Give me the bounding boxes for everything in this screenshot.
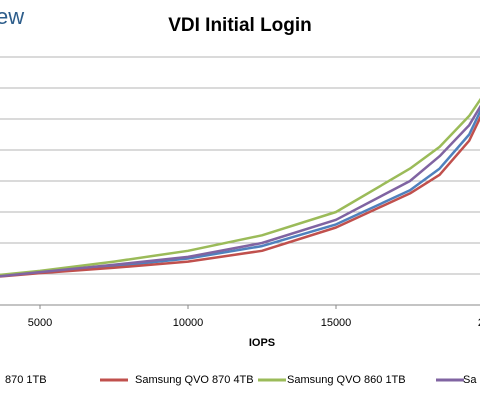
series-line [0, 115, 480, 278]
x-tick-label: 10000 [173, 317, 204, 329]
x-tick-label: 5000 [28, 317, 52, 329]
chart-title: VDI Initial Login [168, 15, 312, 36]
legend-label: Samsung QVO 870 4TB [135, 374, 254, 386]
series-line [0, 97, 480, 277]
legend-label: 870 1TB [5, 374, 47, 386]
logo: ew [0, 4, 24, 29]
x-tick-label: 20 [478, 317, 480, 329]
legend-label: Samsung QVO 860 1TB [287, 374, 406, 386]
series-line [0, 104, 480, 278]
x-tick-label: 15000 [321, 317, 352, 329]
x-axis-label: IOPS [249, 337, 275, 349]
legend-label: Sa [463, 374, 477, 386]
series-line [0, 108, 480, 278]
